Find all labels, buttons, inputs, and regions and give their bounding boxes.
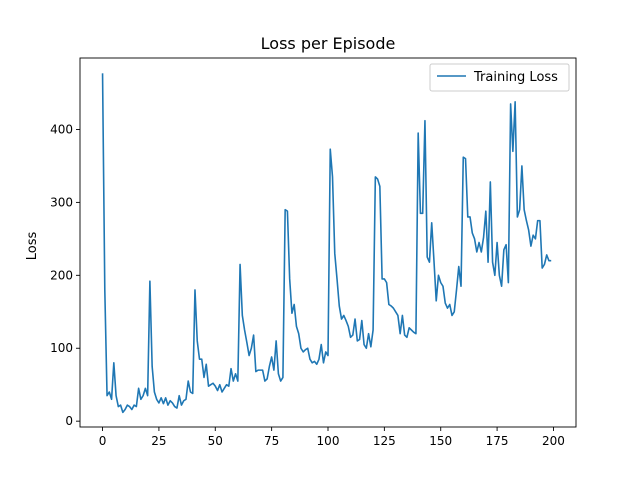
legend: Training Loss (429, 63, 570, 92)
x-tick-label: 25 (151, 434, 166, 448)
x-tick-label: 150 (429, 434, 452, 448)
y-axis-label: Loss (25, 232, 40, 261)
legend-label-training-loss: Training Loss (473, 70, 558, 85)
y-tick-label: 200 (50, 268, 73, 282)
x-tick-label: 75 (264, 434, 279, 448)
x-axis-ticks: 0 25 50 75 100 125 150 175 200 (99, 427, 565, 448)
y-tick-label: 0 (65, 414, 73, 428)
x-tick-label: 0 (99, 434, 107, 448)
training-loss-line (101, 73, 552, 414)
plot-frame (79, 57, 577, 428)
legend-box (429, 63, 570, 92)
x-tick-label: 100 (317, 434, 340, 448)
x-tick-label: 125 (373, 434, 396, 448)
y-axis-ticks: 0 100 200 300 400 (50, 122, 80, 428)
y-tick-label: 300 (50, 195, 73, 209)
chart-title: Loss per Episode (261, 34, 396, 53)
x-tick-label: 50 (208, 434, 223, 448)
y-tick-label: 100 (50, 341, 73, 355)
y-tick-label: 400 (50, 122, 73, 136)
x-tick-label: 200 (542, 434, 565, 448)
x-tick-label: 175 (486, 434, 509, 448)
